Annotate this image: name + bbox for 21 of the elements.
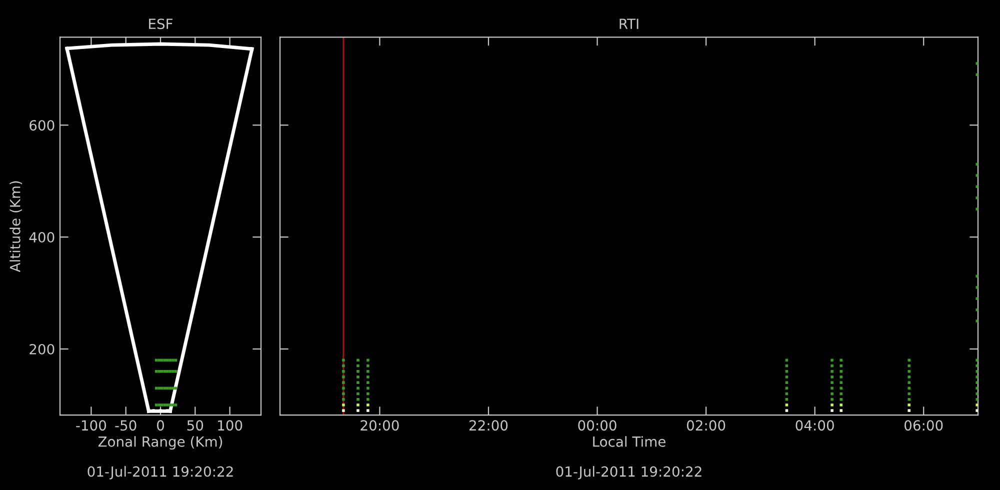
x-tick-label: 22:00 (470, 420, 508, 431)
x-axis-title: Zonal Range (Km) (98, 436, 222, 450)
x-tick-label: 50 (187, 420, 204, 431)
text: 01-Jul-2011 19:20:22 (556, 466, 702, 480)
x-tick-label: 0 (156, 420, 164, 431)
x-tick-label: 04:00 (796, 420, 834, 431)
x-tick-label: -100 (76, 420, 106, 431)
chart-title: ESF (149, 18, 172, 30)
y-tick-label: 600 (30, 120, 54, 131)
chart-title: RTI (620, 18, 638, 29)
x-axis-title: Local Time (593, 436, 666, 447)
x-tick-label: 100 (218, 420, 242, 431)
y-axis-title: Altitude (Km) (10, 181, 22, 272)
text: 01-Jul-2011 19:20:22 (88, 466, 233, 480)
x-tick-label: 00:00 (578, 420, 616, 431)
y-tick-label: 400 (29, 232, 54, 243)
x-tick-label: 06:00 (904, 420, 943, 431)
y-tick-label: 200 (30, 344, 54, 354)
x-tick-label: 02:00 (686, 420, 726, 431)
x-tick-label: -50 (115, 420, 136, 431)
x-tick-label: 20:00 (360, 420, 399, 431)
